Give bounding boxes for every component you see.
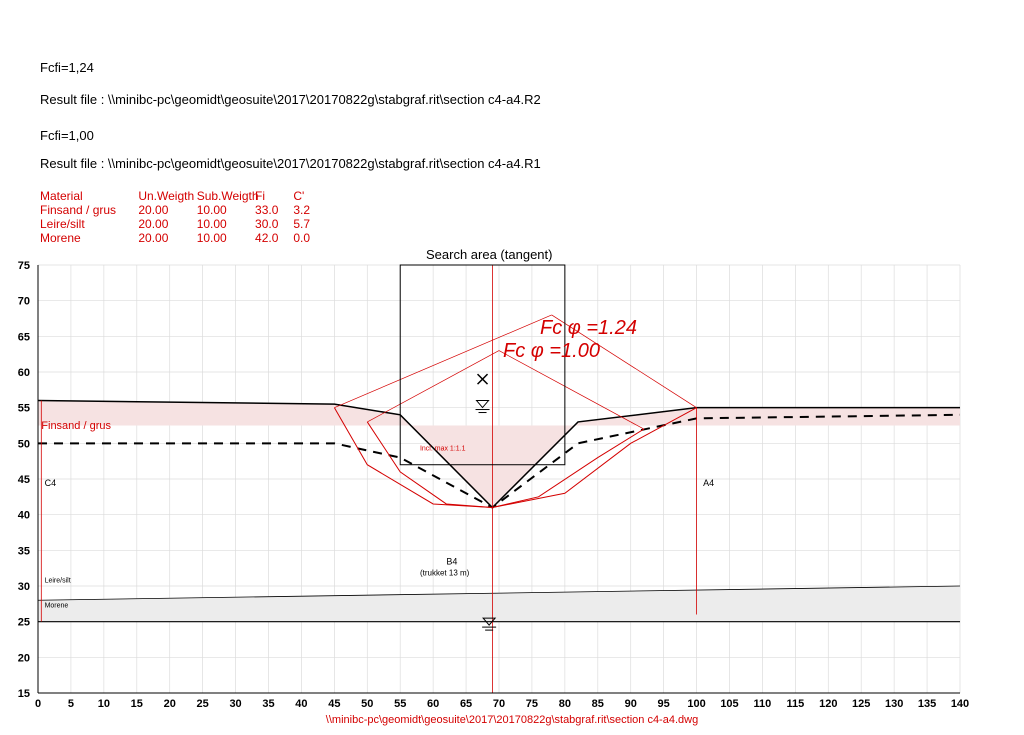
footer-path: \\minibc-pc\geomidt\geosuite\2017\201708… (0, 714, 1024, 726)
svg-text:25: 25 (197, 698, 209, 710)
svg-text:35: 35 (262, 698, 274, 710)
page-root: { "header":{ "fcfi1":"Fcfi=1,24", "resul… (0, 0, 1024, 735)
svg-text:125: 125 (852, 698, 870, 710)
svg-text:(trukket 13 m): (trukket 13 m) (420, 568, 470, 577)
svg-text:65: 65 (460, 698, 472, 710)
svg-text:70: 70 (493, 698, 505, 710)
svg-text:60: 60 (18, 367, 30, 379)
svg-text:40: 40 (18, 510, 30, 522)
svg-text:50: 50 (18, 438, 30, 450)
svg-text:Incl. max 1:1.1: Incl. max 1:1.1 (420, 445, 466, 452)
svg-text:50: 50 (361, 698, 373, 710)
svg-text:30: 30 (229, 698, 241, 710)
svg-text:75: 75 (18, 260, 30, 272)
svg-text:120: 120 (819, 698, 837, 710)
svg-text:110: 110 (754, 698, 772, 710)
svg-text:140: 140 (951, 698, 969, 710)
svg-text:15: 15 (131, 698, 143, 710)
svg-text:20: 20 (164, 698, 176, 710)
svg-text:130: 130 (885, 698, 903, 710)
svg-text:40: 40 (295, 698, 307, 710)
svg-text:A4: A4 (703, 478, 714, 488)
svg-text:0: 0 (35, 698, 41, 710)
svg-text:95: 95 (658, 698, 670, 710)
svg-text:15: 15 (18, 688, 30, 700)
svg-text:30: 30 (18, 581, 30, 593)
svg-text:20: 20 (18, 652, 30, 664)
cross-section-chart: Finsand / grus C4 A4 B4(trukket 13 m) Morene… (0, 0, 1024, 735)
svg-text:55: 55 (18, 403, 30, 415)
svg-text:Leire/silt: Leire/silt (45, 577, 71, 584)
svg-text:55: 55 (394, 698, 406, 710)
svg-text:C4: C4 (45, 478, 57, 488)
svg-text:135: 135 (918, 698, 936, 710)
svg-text:Finsand / grus: Finsand / grus (41, 420, 111, 432)
svg-text:75: 75 (526, 698, 538, 710)
svg-text:115: 115 (786, 698, 804, 710)
svg-text:80: 80 (559, 698, 571, 710)
svg-text:25: 25 (18, 617, 30, 629)
svg-text:10: 10 (98, 698, 110, 710)
svg-text:Morene: Morene (45, 602, 69, 609)
fc-label-2: Fc φ =1.00 (503, 340, 600, 363)
svg-text:5: 5 (68, 698, 74, 710)
svg-text:35: 35 (18, 545, 30, 557)
svg-text:45: 45 (18, 474, 30, 486)
svg-text:85: 85 (592, 698, 604, 710)
svg-text:B4: B4 (446, 557, 457, 567)
fc-label-1: Fc φ =1.24 (540, 317, 637, 340)
svg-text:45: 45 (328, 698, 340, 710)
svg-text:90: 90 (625, 698, 637, 710)
svg-text:60: 60 (427, 698, 439, 710)
svg-text:105: 105 (720, 698, 738, 710)
svg-text:65: 65 (18, 331, 30, 343)
svg-text:100: 100 (687, 698, 705, 710)
svg-text:70: 70 (18, 296, 30, 308)
